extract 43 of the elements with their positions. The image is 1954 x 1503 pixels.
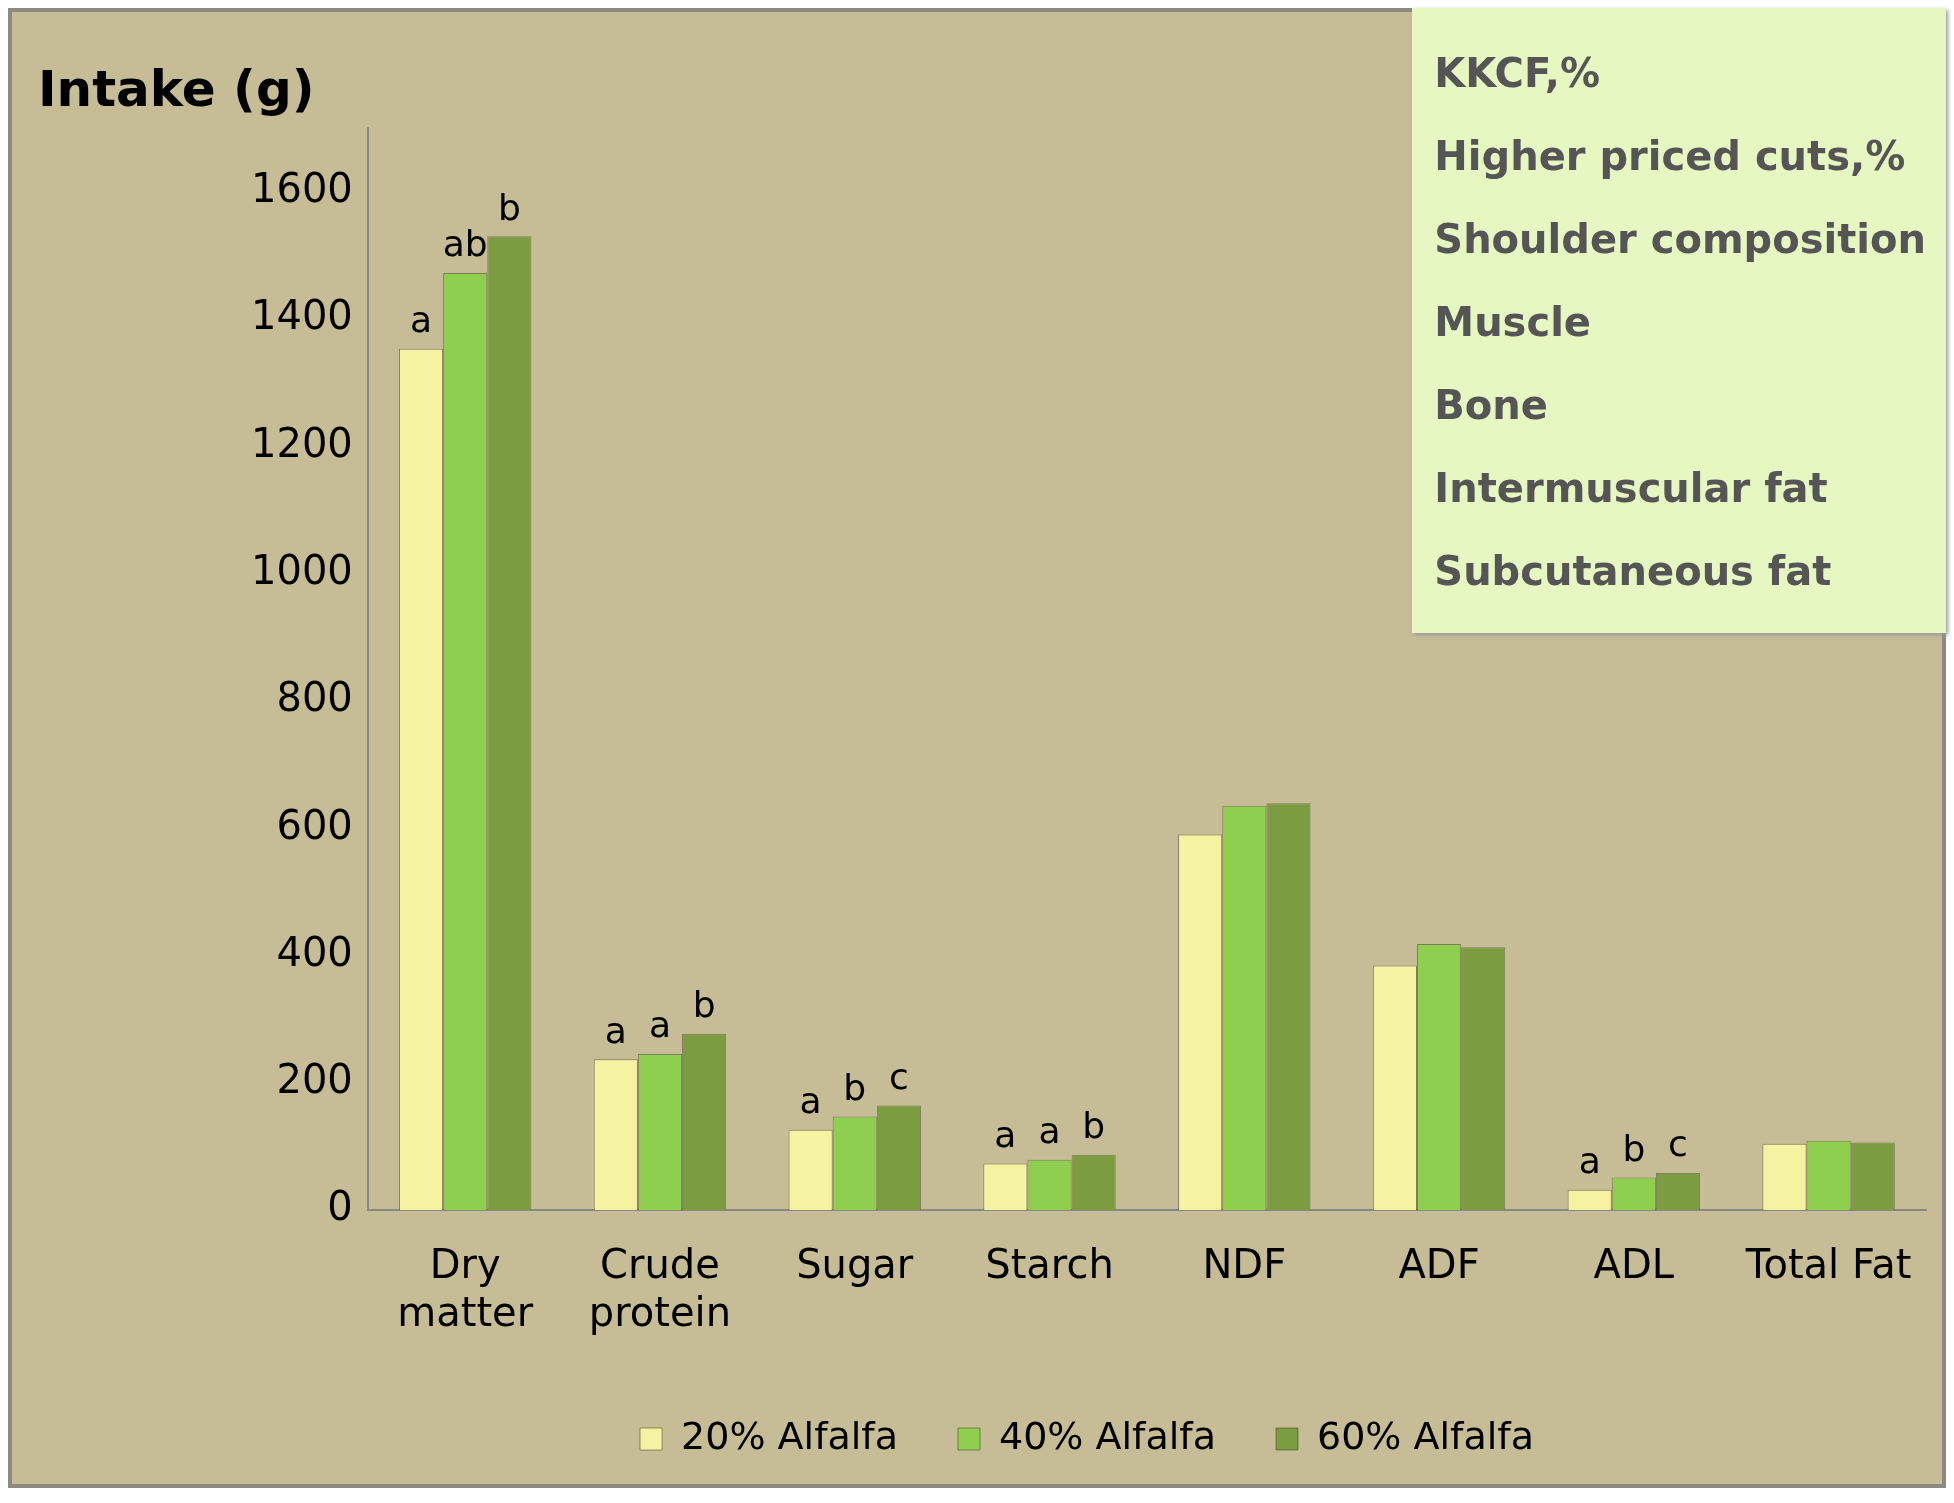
y-axis-title: Intake (g) <box>38 59 315 118</box>
annotation: Higher priced cuts,% <box>1434 132 1907 181</box>
y-tick-label: 1200 <box>251 419 353 466</box>
data-label: ab <box>442 223 488 265</box>
y-tick-label: 200 <box>276 1056 353 1103</box>
annotation: Muscle <box>1434 298 1592 347</box>
data-label: a <box>799 1080 822 1122</box>
y-tick-label: 0 <box>327 1183 353 1230</box>
data-label: a <box>1038 1110 1061 1152</box>
x-tick-label: Total Fat <box>1744 1241 1912 1288</box>
data-label: a <box>648 1004 671 1046</box>
x-tick-label: Starch <box>985 1241 1114 1288</box>
data-label: b <box>843 1066 867 1108</box>
annotation: Subcutaneous fat <box>1434 547 1833 596</box>
y-tick-label: 1000 <box>251 546 353 593</box>
data-label: b <box>1622 1127 1646 1169</box>
data-label: a <box>1578 1139 1601 1181</box>
annotation: Intermuscular fat <box>1434 464 1829 513</box>
y-tick-label: 600 <box>276 801 353 848</box>
text: KKCF,% <box>1434 49 1602 98</box>
data-label: a <box>410 299 433 341</box>
data-label: c <box>1668 1123 1688 1165</box>
y-tick-label: 400 <box>276 928 353 975</box>
legend-label: 20% Alfalfa <box>681 1413 899 1458</box>
y-tick-label: 1400 <box>251 292 353 339</box>
legend-label: 60% Alfalfa <box>1316 1413 1534 1458</box>
data-label: a <box>604 1009 627 1051</box>
x-tick-label: ADF <box>1398 1241 1480 1288</box>
x-tick-label: Dry matter <box>397 1241 534 1336</box>
x-tick-label: Sugar <box>796 1241 914 1288</box>
y-tick-label: 1600 <box>251 165 353 212</box>
x-tick-label: NDF <box>1202 1241 1287 1288</box>
annotation: Bone <box>1434 381 1549 430</box>
annotation: Shoulder composition <box>1434 215 1926 264</box>
x-tick-label: Crude protein <box>588 1241 732 1336</box>
data-label: b <box>692 984 716 1026</box>
data-label: b <box>497 186 521 228</box>
y-tick-label: 800 <box>276 674 353 721</box>
x-tick-label: ADL <box>1593 1241 1675 1288</box>
legend-label: 40% Alfalfa <box>999 1413 1216 1458</box>
data-label: c <box>888 1055 909 1097</box>
data-label: b <box>1082 1104 1106 1146</box>
data-label: a <box>994 1113 1017 1155</box>
